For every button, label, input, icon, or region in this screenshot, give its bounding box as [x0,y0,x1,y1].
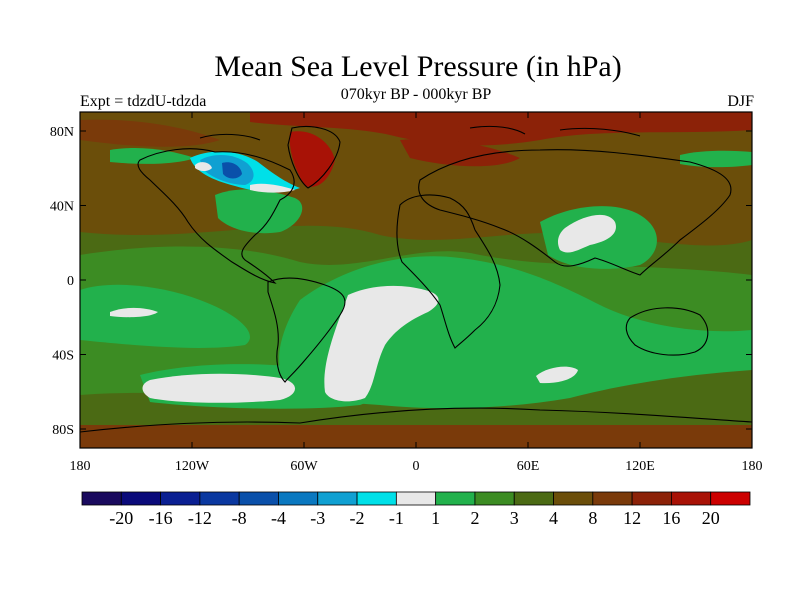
lat-tick-label: 80S [52,423,74,438]
colorbar-swatch [81,491,122,506]
colorbar-label: 12 [623,508,641,528]
field-red-greenland [289,131,335,187]
colorbar-swatch [395,491,437,506]
longitude-axis: 180 120W 60W 0 60E 120E 180 [70,112,763,474]
colorbar-label: 1 [431,508,440,528]
lat-tick-label: 40N [50,200,74,215]
field-white-atlantic [324,285,439,402]
colorbar-label: -8 [232,508,247,528]
lat-tick-label: 0 [67,274,74,289]
colorbar-label: -20 [109,508,133,528]
colorbar-swatch [435,491,476,506]
lon-tick-label: 0 [413,459,420,474]
coast-south-america [267,277,346,383]
lon-tick-label: 60E [517,459,540,474]
coast-antarctica [80,407,752,433]
colorbar-swatch [513,491,554,506]
lon-tick-label: 180 [70,459,91,474]
field-white-asia [557,214,616,253]
colorbar-label: 16 [662,508,680,528]
colorbar-label: -16 [149,508,173,528]
colorbar-swatch [160,491,201,506]
field-red-southern [80,425,752,448]
lat-tick-label: 80N [50,125,74,140]
coast-greenland [287,125,341,189]
lon-tick-label: 120W [175,459,210,474]
colorbar-label: 4 [549,508,558,528]
colorbar-label: -4 [271,508,286,528]
experiment-label: Expt = tdzdU-tdzda [80,93,207,110]
colorbar-swatch [356,491,397,506]
field-red-siberia [400,138,520,167]
field-red-arctic [250,112,752,146]
colorbar-label: 8 [588,508,597,528]
colorbar-swatch [238,491,279,506]
colorbar-swatch [631,491,672,506]
coast-arctic-islands [199,125,641,141]
field-white-south-pacific [142,373,295,403]
field-white-hudson [195,162,295,193]
field-bright-green-arctic [110,147,195,164]
field-white-indian-patch [536,366,578,384]
field-red-west [80,119,220,147]
colorbar-label: 3 [510,508,519,528]
lon-tick-label: 180 [742,459,763,474]
colorbar-swatch [120,491,161,506]
colorbar-label: -12 [188,508,212,528]
colorbar-swatch [710,491,751,506]
lon-tick-label: 60W [290,459,318,474]
page-title: Mean Sea Level Pressure (in hPa) [214,50,622,83]
season-label: DJF [727,93,754,110]
field-deepblue-hudson [222,162,242,179]
colorbar-swatch [592,491,633,506]
colorbar-label: -1 [389,508,404,528]
field-white-pacific-patch [110,307,158,318]
coast-europe-africa [396,194,501,349]
lat-tick-label: 40S [52,349,74,364]
period-subtitle: 070kyr BP - 000kyr BP [340,86,492,103]
colorbar-swatch [474,491,515,506]
coast-eurasia [418,149,732,276]
field-bright-green-pacific [80,284,250,348]
colorbar-label: 2 [470,508,479,528]
pressure-field [80,112,752,448]
coast-north-america [137,148,295,284]
colorbar-swatch [278,491,319,506]
coastlines [80,125,752,433]
colorbar-swatch [553,491,594,506]
field-bright-green-east [680,150,752,168]
colorbar-swatch [671,491,712,506]
colorbar: -20 -16 -12 -8 -4 -3 -2 -1 1 2 3 4 8 12 16 20 [81,491,751,528]
latitude-axis: 80N 40N 0 40S 80S [50,125,752,438]
lon-tick-label: 120E [625,459,655,474]
colorbar-swatch [199,491,240,506]
colorbar-label: 20 [702,508,720,528]
colorbar-swatch [317,491,358,506]
colorbar-label: -3 [310,508,325,528]
colorbar-label: -2 [350,508,365,528]
coast-australia [625,307,709,356]
